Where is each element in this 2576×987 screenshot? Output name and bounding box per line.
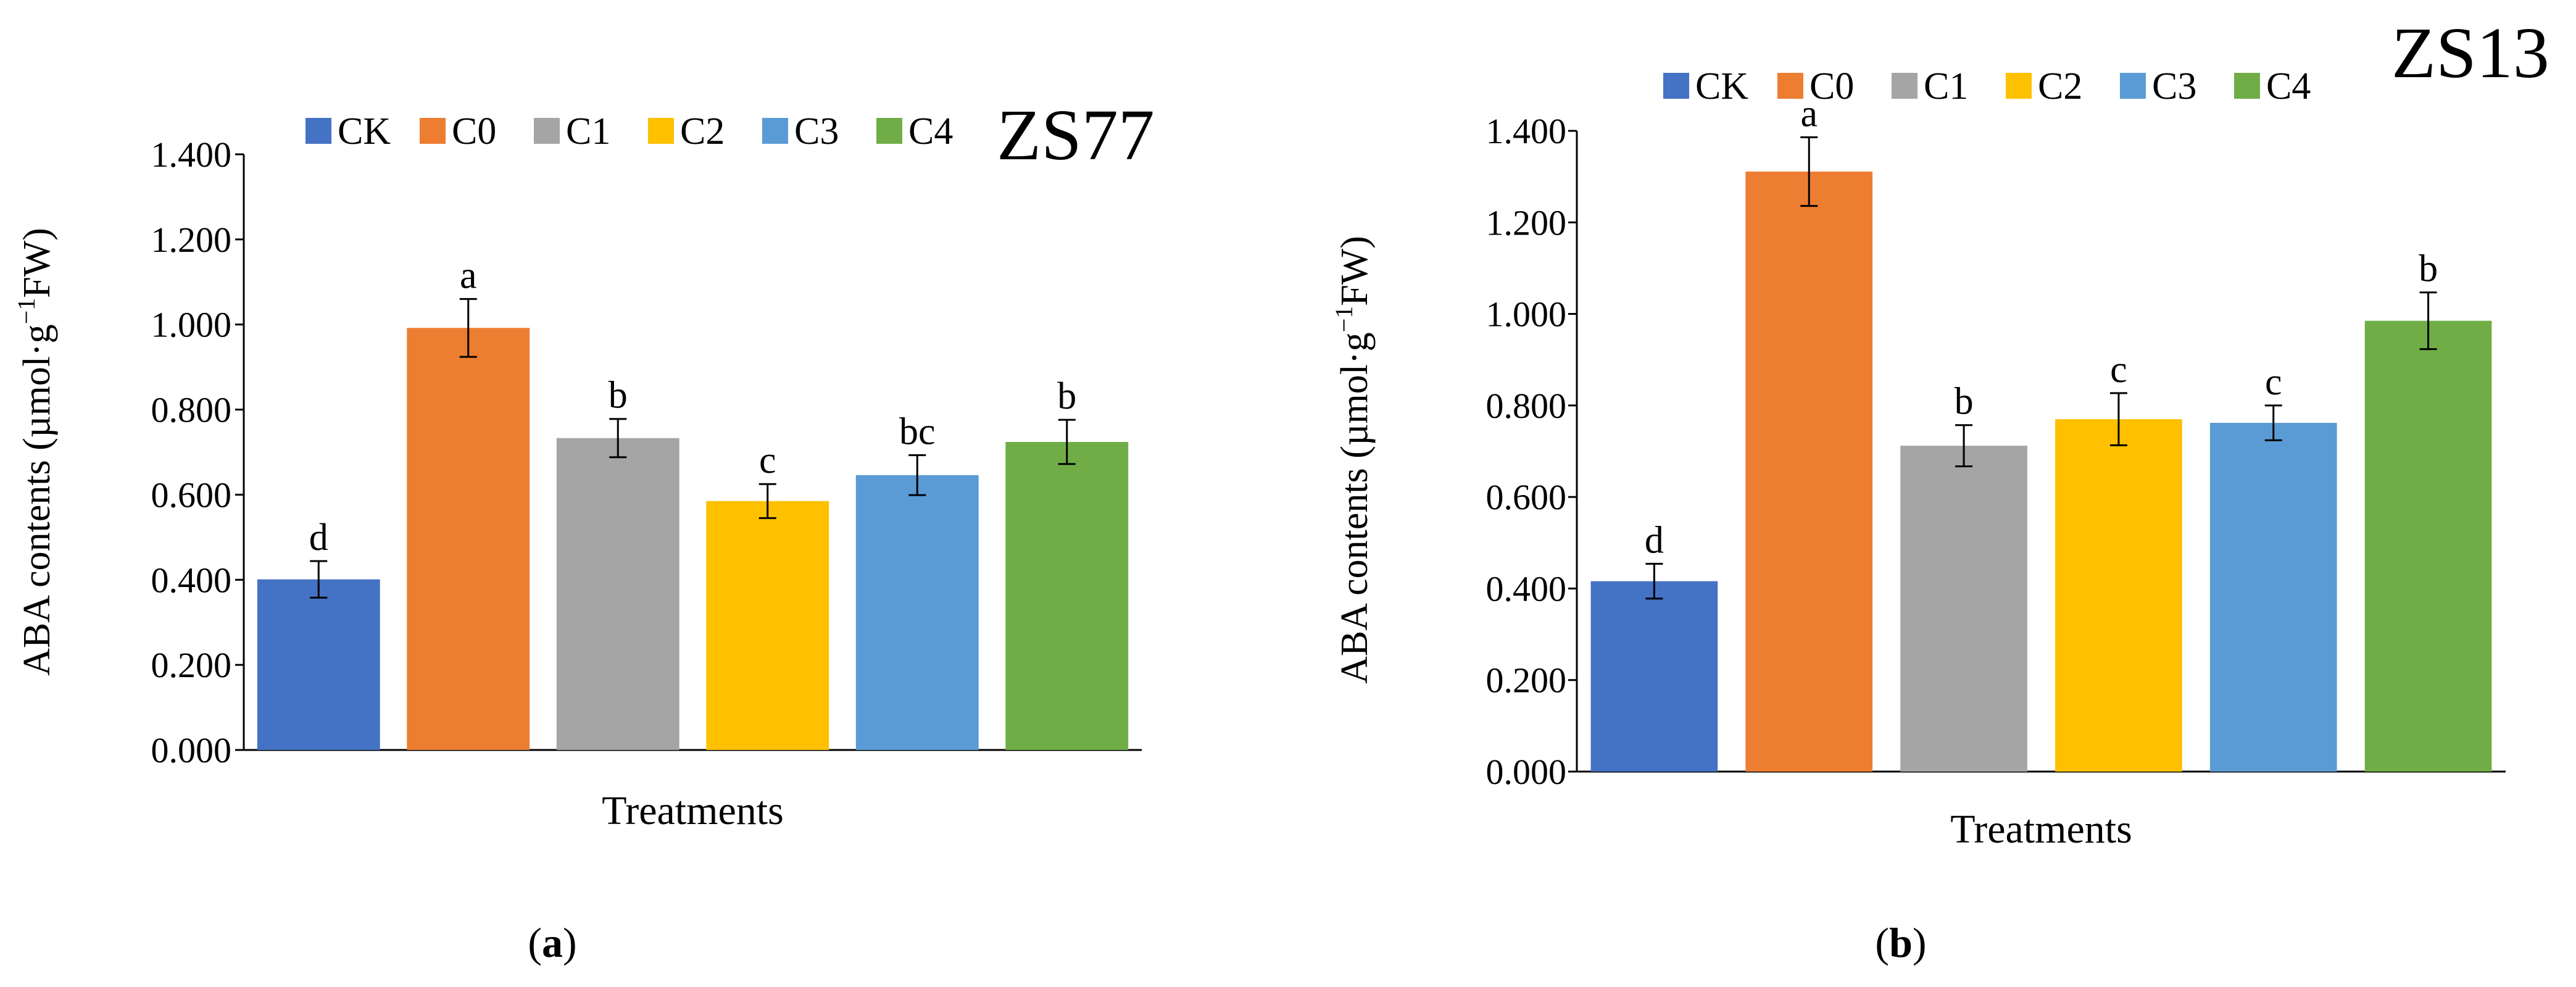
y-tick-label: 1.200 [151,220,232,260]
x-axis-label: Treatments [602,788,784,833]
panel-title: ZS13 [2391,12,2549,93]
y-tick-label: 0.600 [151,475,232,515]
legend-swatch-c1 [1892,73,1917,99]
bar-c1 [556,438,679,750]
legend-label: CK [338,110,391,152]
legend-swatch-c1 [534,118,560,144]
legend-swatch-c4 [2234,73,2260,99]
y-axis-label-tail: FW) [1334,236,1376,306]
legend-label: C4 [2266,65,2311,107]
legend-swatch-c0 [420,118,446,144]
significance-label: c [2110,349,2127,391]
legend-label: C0 [1809,65,1854,107]
bar-ck [257,579,380,750]
legend-label: C1 [1924,65,1968,107]
bar-c4 [1005,441,1129,750]
y-axis-label: ABA contents (µmol·g−1FW) [1330,236,1376,684]
bar-c3 [2209,423,2337,772]
legend-swatch-c4 [876,118,902,144]
y-tick-label: 0.200 [1486,660,1567,701]
legend-swatch-c3 [2120,73,2146,99]
significance-label: d [1645,519,1664,561]
y-tick-label: 0.800 [1486,386,1567,426]
legend-label: C1 [566,110,610,152]
x-axis-label: Treatments [1950,807,2132,852]
panel-caption: (a) [528,919,576,966]
legend-label: C3 [794,110,839,152]
caption-letter: b [1889,919,1913,966]
bar-c1 [1900,446,2027,772]
legend-label: C2 [2038,65,2082,107]
y-tick-label: 1.200 [1486,202,1567,243]
legend-swatch-c2 [648,118,674,144]
significance-label: bc [899,410,936,452]
significance-label: b [2419,248,2438,290]
bar-c3 [855,475,979,750]
y-axis-label-main: ABA contents (µmol·g [1334,332,1376,684]
significance-label: b [1057,375,1076,417]
legend-swatch-c0 [1777,73,1803,99]
y-tick-label: 0.400 [151,560,232,600]
y-tick-label: 1.000 [151,305,232,345]
caption-letter: a [542,919,563,966]
bar-c2 [706,501,829,750]
y-tick-label: 0.000 [1486,752,1567,792]
y-tick-label: 0.400 [1486,568,1567,609]
legend-label: C4 [908,110,953,152]
legend-label: C0 [452,110,496,152]
y-tick-label: 1.400 [151,135,232,175]
bar-c4 [2364,320,2492,772]
y-axis-label-main: ABA contents (µmol·g [16,324,58,676]
legend-swatch-ck [305,118,331,144]
caption-open: ( [1875,919,1889,966]
chart-panel-a: 0.000 0.200 0.400 0.600 0.800 1.000 1.200 1.400… [12,94,1155,966]
chart-panel-b: 0.000 0.200 0.400 0.600 0.800 1.000 1.200 1.400… [1330,12,2549,966]
bar-ck [1590,581,1718,772]
y-tick-label: 1.000 [1486,294,1567,335]
y-axis-label: ABA contents (µmol·g−1FW) [12,228,58,676]
caption-open: ( [528,919,542,966]
significance-label: c [759,439,776,481]
legend-label: C3 [2152,65,2196,107]
bar-c2 [2055,419,2182,772]
y-axis-label-superscript: −1 [1330,306,1358,333]
legend-swatch-ck [1663,73,1689,99]
y-tick-label: 0.800 [151,390,232,430]
significance-label: a [1800,93,1818,135]
bar-c0 [1745,171,1873,772]
panel-title: ZS77 [997,94,1155,175]
caption-close: ) [1913,919,1927,966]
panel-caption: (b) [1875,919,1926,966]
legend-swatch-c3 [762,118,788,144]
significance-label: b [1955,381,1974,423]
y-axis-label-superscript: −1 [12,298,40,325]
y-axis-label-tail: FW) [16,228,58,298]
significance-label: c [2265,361,2282,403]
y-tick-label: 0.000 [151,730,232,770]
caption-close: ) [563,919,577,966]
significance-label: a [460,254,477,296]
legend-label: CK [1695,65,1748,107]
significance-label: b [609,375,628,417]
legend-swatch-c2 [2006,73,2032,99]
legend-label: C2 [680,110,725,152]
y-tick-label: 1.400 [1486,111,1567,151]
y-tick-label: 0.600 [1486,477,1567,517]
bar-c0 [407,328,530,750]
y-tick-label: 0.200 [151,645,232,685]
significance-label: d [309,517,328,559]
